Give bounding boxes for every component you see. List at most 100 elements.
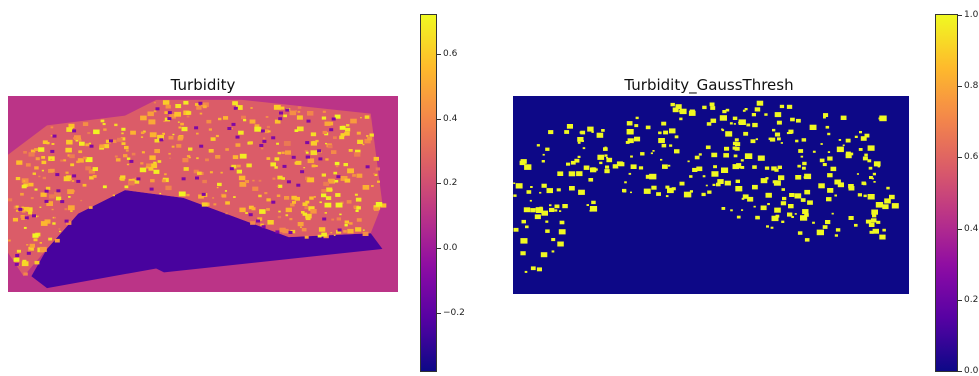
heatmap-0-cell [266, 125, 270, 129]
heatmap-1-cell [863, 194, 867, 198]
heatmap-0-cell [205, 158, 209, 162]
colorbar-gaussthresh [935, 14, 958, 372]
heatmap-0-cell [344, 131, 350, 136]
heatmap-0-cell [377, 180, 380, 183]
heatmap-1-cell [735, 179, 740, 183]
heatmap-0-cell [80, 199, 83, 202]
heatmap-1-cell [786, 132, 790, 135]
heatmap-0-cell [322, 130, 328, 135]
heatmap-0-cell [131, 152, 136, 156]
heatmap-1-cell [645, 125, 651, 130]
heatmap-1-cell [577, 137, 584, 142]
heatmap-0-cell [267, 220, 274, 225]
heatmap-1-cell [869, 230, 874, 234]
heatmap-0-cell [54, 238, 60, 243]
heatmap-1-cell [736, 163, 742, 167]
heatmap-1-cell [834, 179, 841, 185]
heatmap-0-cell [336, 230, 342, 234]
colorbar-0-gradient [421, 15, 436, 371]
heatmap-0-cell [270, 162, 276, 167]
heatmap-1-cell [536, 267, 542, 272]
heatmap-0-cell [335, 193, 341, 197]
heatmap-0-cell [278, 210, 281, 213]
heatmap-1-cell [760, 205, 767, 211]
heatmap-0-cell [73, 137, 76, 140]
heatmap-0-cell [258, 179, 262, 182]
heatmap-1-cell [589, 206, 598, 212]
heatmap-0-cell [236, 105, 243, 110]
heatmap-1-cell [525, 225, 529, 229]
heatmap-1-cell [549, 204, 552, 207]
heatmap-1-cell [679, 108, 687, 115]
heatmap-0-cell [208, 128, 212, 131]
heatmap-0-cell [51, 208, 54, 211]
heatmap-0-cell [243, 119, 247, 122]
heatmap-0-cell [305, 141, 310, 145]
heatmap-0-cell [279, 227, 286, 233]
heatmap-1-cell [679, 117, 683, 121]
heatmap-0-cell [305, 216, 311, 221]
heatmap-1-cell [891, 203, 899, 209]
heatmap-0-cell [114, 123, 118, 127]
heatmap-1-cell [719, 115, 727, 121]
heatmap-0-cell [317, 149, 322, 153]
heatmap-1-cell [524, 164, 532, 170]
heatmap-0-cell [330, 189, 333, 191]
heatmap-0-cell [76, 160, 80, 164]
heatmap-0-cell [334, 161, 340, 166]
heatmap-1-cell [529, 199, 532, 202]
heatmap-0-cell [215, 155, 221, 159]
heatmap-0-cell [72, 129, 77, 133]
heatmap-1-cell [811, 127, 815, 130]
heatmap-1-cell [791, 216, 794, 218]
heatmap-1-cell [875, 202, 884, 208]
heatmap-0-cell [77, 158, 84, 163]
heatmap-1-cell [638, 166, 644, 170]
heatmap-0-cell [238, 175, 246, 181]
heatmap-0-cell [28, 152, 35, 157]
heatmap-1-cell [889, 194, 895, 200]
heatmap-1-cell [530, 186, 533, 188]
heatmap-0-cell [65, 147, 72, 153]
colorbar-1-tick-label: 0.4 [964, 223, 979, 234]
heatmap-0-cell [302, 212, 308, 216]
heatmap-1-cell [757, 101, 761, 104]
heatmap-0-cell [46, 142, 50, 145]
heatmap-1-cell [774, 207, 781, 213]
heatmap-1-cell [536, 144, 540, 147]
heatmap-1-cell [867, 145, 875, 151]
heatmap-0-cell [347, 228, 354, 234]
heatmap-1-cell [830, 166, 837, 172]
heatmap-0-cell [307, 177, 315, 183]
heatmap-0-cell [327, 178, 335, 184]
heatmap-0-cell [290, 229, 296, 234]
heatmap-0-cell [20, 192, 24, 196]
heatmap-1-cell [606, 157, 608, 159]
heatmap-1-cell [800, 155, 804, 158]
heatmap-0-cell [140, 136, 144, 138]
heatmap-1-cell [794, 193, 802, 199]
heatmap-0-cell [333, 234, 336, 236]
heatmap-0-cell [288, 231, 293, 234]
heatmap-0-cell [66, 127, 73, 132]
heatmap-0-cell [272, 177, 276, 180]
heatmap-0-cell [356, 131, 361, 135]
heatmap-0-cell [32, 233, 39, 238]
heatmap-1-cell [807, 200, 813, 205]
heatmap-0-cell [261, 225, 266, 229]
heatmap-0-cell [58, 228, 61, 230]
heatmap-1-cell [740, 166, 745, 169]
heatmap-1-cell [730, 209, 733, 212]
heatmap-1-cell [635, 116, 639, 120]
heatmap-1-cell [583, 165, 590, 170]
heatmap-0-cell [8, 198, 13, 202]
heatmap-1-cell [827, 173, 833, 178]
heatmap-1-cell [827, 188, 834, 193]
heatmap-1-cell [513, 182, 516, 184]
colorbar-0-tick-label: 0.0 [443, 243, 458, 254]
heatmap-0-cell [23, 226, 27, 229]
heatmap-0-cell [333, 171, 338, 175]
heatmap-0-cell [216, 187, 219, 189]
heatmap-0-cell [88, 142, 91, 145]
heatmap-0-cell [369, 133, 374, 137]
